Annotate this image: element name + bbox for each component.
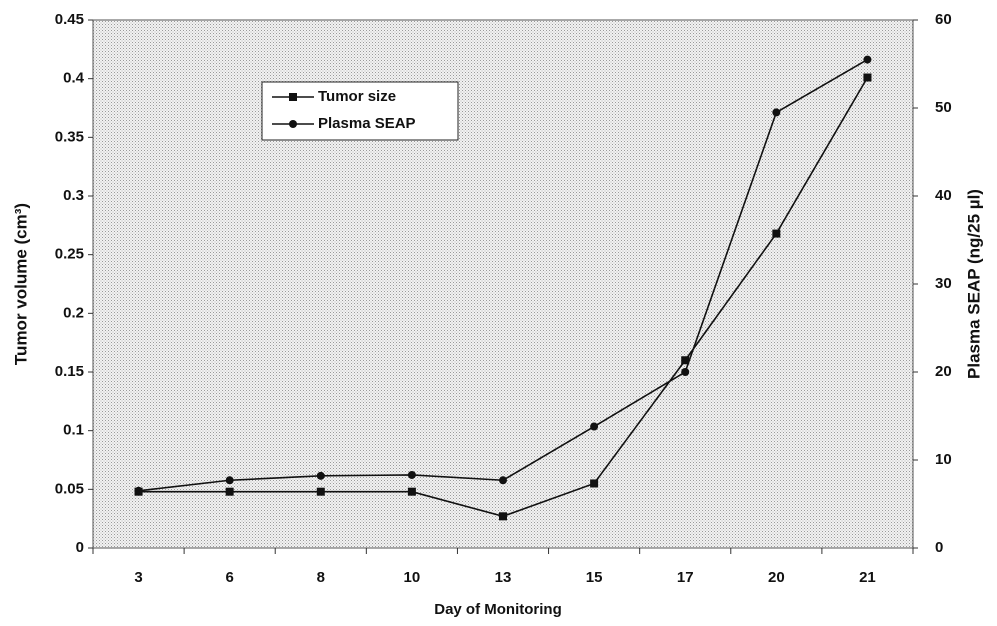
x-tick-label: 8 [317, 569, 325, 586]
y-tick-label: 0.4 [63, 70, 85, 87]
data-point [316, 487, 325, 496]
y-tick-label: 0.45 [55, 11, 84, 28]
y-axis-label: Tumor volume (cm³) [11, 203, 30, 365]
data-point [863, 55, 872, 64]
x-tick-label: 10 [404, 569, 421, 586]
y2-tick-label: 50 [935, 99, 952, 116]
y-tick-label: 0.1 [63, 422, 84, 439]
x-tick-label: 15 [586, 569, 603, 586]
legend-marker [289, 93, 297, 101]
x-tick-label: 6 [225, 569, 233, 586]
y2-tick-label: 0 [935, 539, 943, 556]
legend-label: Plasma SEAP [318, 115, 416, 132]
data-point [681, 368, 690, 376]
x-tick-label: 20 [768, 569, 785, 586]
x-tick-label: 17 [677, 569, 694, 586]
y-tick-label: 0 [76, 539, 84, 556]
y-tick-label: 0.05 [55, 480, 84, 497]
y-tick-label: 0.3 [63, 187, 84, 204]
x-tick-label: 13 [495, 569, 512, 586]
y2-tick-label: 30 [935, 275, 952, 292]
data-point [407, 487, 416, 496]
y2-tick-label: 10 [935, 451, 952, 468]
data-point [499, 476, 507, 485]
y2-tick-label: 60 [935, 11, 952, 28]
y-tick-label: 0.25 [55, 246, 84, 263]
data-point [590, 479, 599, 488]
data-point [590, 422, 599, 431]
x-tick-label: 21 [859, 569, 876, 586]
data-point [772, 108, 781, 117]
data-point [225, 476, 234, 485]
plot-area [92, 19, 914, 549]
x-tick-label: 3 [134, 569, 142, 586]
data-point [225, 487, 234, 496]
legend-label: Tumor size [318, 88, 396, 105]
x-axis-label: Day of Monitoring [434, 601, 562, 618]
y2-tick-label: 40 [935, 187, 952, 204]
y2-tick-label: 20 [935, 363, 952, 380]
data-point [499, 512, 507, 521]
y-tick-label: 0.15 [55, 363, 84, 380]
y-tick-label: 0.2 [63, 304, 84, 321]
data-point [681, 356, 690, 365]
data-point [134, 486, 143, 495]
data-point [316, 471, 325, 480]
y2-axis-label: Plasma SEAP (ng/25 µl) [964, 189, 983, 379]
legend-box [261, 81, 459, 141]
data-point [863, 73, 872, 82]
y-tick-label: 0.35 [55, 128, 84, 145]
legend-marker [289, 120, 297, 128]
data-point [772, 229, 781, 238]
data-point [407, 470, 416, 479]
